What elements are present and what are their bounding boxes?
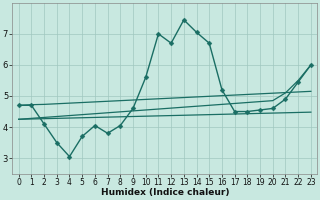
X-axis label: Humidex (Indice chaleur): Humidex (Indice chaleur)	[100, 188, 229, 197]
